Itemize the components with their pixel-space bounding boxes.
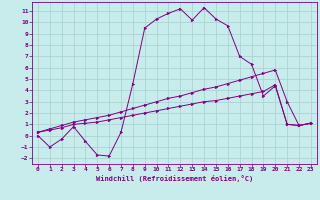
X-axis label: Windchill (Refroidissement éolien,°C): Windchill (Refroidissement éolien,°C) [96,175,253,182]
